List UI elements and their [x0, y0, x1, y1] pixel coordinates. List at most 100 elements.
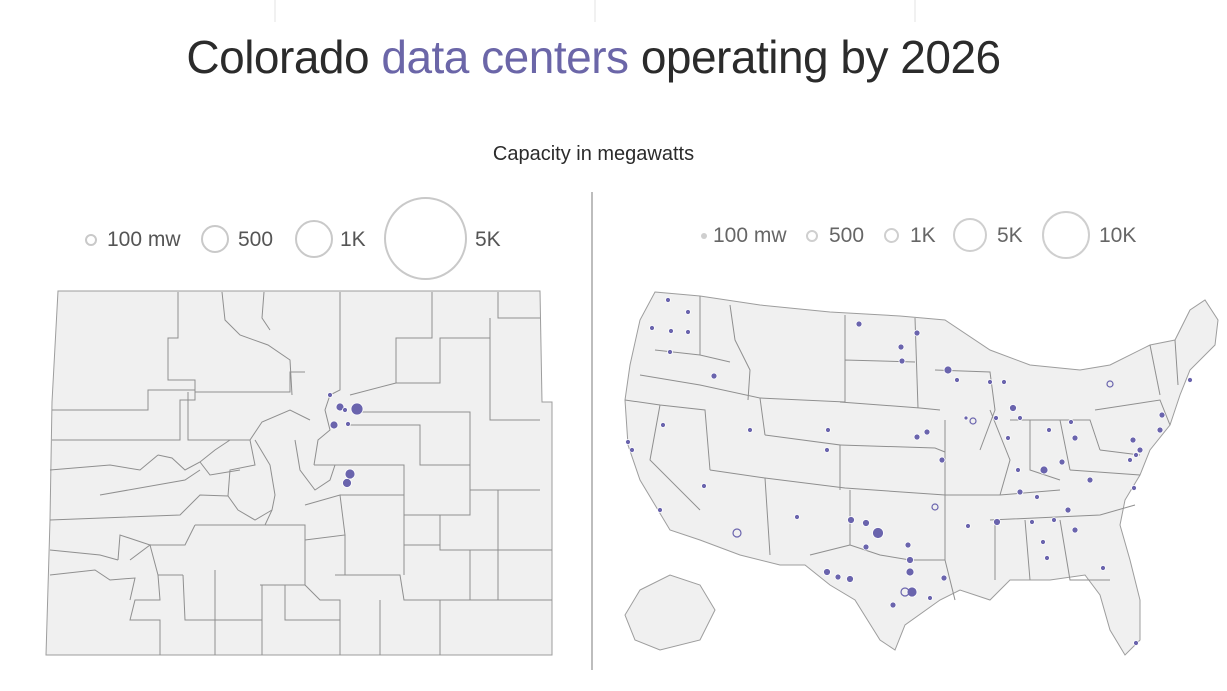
us-dc-marker-4[interactable] — [668, 328, 674, 334]
us-dc-ring-1[interactable] — [969, 417, 977, 425]
us-dc-marker-33[interactable] — [1039, 465, 1049, 475]
co-dc-marker-5[interactable] — [327, 392, 333, 398]
panel-divider — [591, 192, 593, 670]
us-dc-marker-2[interactable] — [685, 309, 691, 315]
us-dc-marker-45[interactable] — [993, 518, 1001, 526]
us-dc-marker-30[interactable] — [1136, 446, 1144, 454]
us-dc-marker-35[interactable] — [1015, 467, 1021, 473]
us-dc-marker-31[interactable] — [1127, 457, 1133, 463]
us-dc-marker-34[interactable] — [1058, 458, 1066, 466]
legend-label-1kmw: 1K — [340, 228, 366, 251]
us-dc-marker-43[interactable] — [1071, 526, 1079, 534]
us-dc-marker-6[interactable] — [667, 349, 673, 355]
legend-label-5kmw-us: 5K — [997, 224, 1023, 247]
us-dc-marker-22[interactable] — [923, 428, 931, 436]
us-dc-marker-48[interactable] — [1044, 555, 1050, 561]
us-dc-ring-3[interactable] — [931, 503, 939, 511]
us-dc-marker-21[interactable] — [1046, 427, 1052, 433]
legend-circle-5kmw-us — [953, 218, 987, 252]
us-dc-marker-62[interactable] — [904, 541, 912, 549]
us-dc-marker-29[interactable] — [1187, 377, 1193, 383]
us-dc-marker-72[interactable] — [1100, 565, 1106, 571]
us-dc-marker-47[interactable] — [1040, 539, 1046, 545]
us-dc-marker-1[interactable] — [665, 297, 671, 303]
us-dc-marker-61[interactable] — [862, 543, 870, 551]
us-dc-marker-59[interactable] — [862, 519, 870, 527]
us-dc-marker-39[interactable] — [1016, 488, 1024, 496]
us-dc-marker-3[interactable] — [649, 325, 655, 331]
us-dc-marker-73[interactable] — [1133, 640, 1139, 646]
us-dc-marker-18[interactable] — [993, 415, 999, 421]
co-dc-marker-7[interactable] — [344, 468, 356, 480]
co-dc-marker-3[interactable] — [329, 420, 339, 430]
us-dc-marker-11[interactable] — [898, 357, 906, 365]
us-dc-marker-10[interactable] — [897, 343, 905, 351]
us-dc-marker-55[interactable] — [701, 483, 707, 489]
us-dc-marker-60[interactable] — [872, 527, 884, 539]
co-dc-marker-8[interactable] — [342, 478, 352, 488]
us-dc-marker-23[interactable] — [913, 433, 921, 441]
legend-label-500mw-us: 500 — [829, 224, 865, 247]
us-dc-marker-41[interactable] — [1064, 506, 1072, 514]
us-dc-marker-50[interactable] — [824, 447, 830, 453]
us-dc-marker-68[interactable] — [846, 575, 854, 583]
us-dc-marker-70[interactable] — [927, 595, 933, 601]
us-dc-marker-44[interactable] — [1029, 519, 1035, 525]
us-dc-marker-42[interactable] — [1051, 517, 1057, 523]
us-dc-marker-24[interactable] — [1005, 435, 1011, 441]
us-dc-marker-49[interactable] — [825, 427, 831, 433]
us-dc-marker-36[interactable] — [1086, 476, 1094, 484]
us-dc-marker-38[interactable] — [938, 456, 946, 464]
title-highlight: data centers — [381, 31, 629, 83]
us-dc-marker-58[interactable] — [847, 516, 855, 524]
us-dc-marker-32[interactable] — [1133, 452, 1139, 458]
us-dc-marker-19[interactable] — [963, 415, 969, 421]
alaska-outline — [624, 574, 716, 651]
us-dc-marker-57[interactable] — [794, 514, 800, 520]
us-dc-marker-15[interactable] — [1001, 379, 1007, 385]
us-dc-marker-40[interactable] — [1034, 494, 1040, 500]
us-state-map — [624, 291, 1219, 656]
us-dc-marker-69[interactable] — [940, 574, 948, 582]
legend-label-5kmw: 5K — [475, 228, 501, 251]
us-dc-marker-71[interactable] — [889, 601, 897, 609]
us-dc-marker-8[interactable] — [855, 320, 863, 328]
us-dc-marker-64[interactable] — [905, 567, 915, 577]
us-dc-marker-66[interactable] — [823, 568, 831, 576]
us-dc-marker-52[interactable] — [660, 422, 666, 428]
us-dc-marker-12[interactable] — [943, 365, 953, 375]
us-dc-marker-17[interactable] — [1017, 415, 1023, 421]
us-dc-ring-2[interactable] — [1106, 380, 1114, 388]
colorado-state-outline — [45, 290, 553, 656]
co-dc-marker-1[interactable] — [350, 402, 364, 416]
us-dc-marker-5[interactable] — [685, 329, 691, 335]
us-dc-marker-27[interactable] — [1156, 426, 1164, 434]
us-dc-marker-7[interactable] — [710, 372, 718, 380]
us-dc-marker-9[interactable] — [913, 329, 921, 337]
us-dc-marker-25[interactable] — [1071, 434, 1079, 442]
us-state-lines — [624, 296, 1179, 601]
us-dc-marker-46[interactable] — [965, 523, 971, 529]
us-dc-marker-13[interactable] — [954, 377, 960, 383]
us-dc-marker-51[interactable] — [747, 427, 753, 433]
us-dc-marker-16[interactable] — [1009, 404, 1017, 412]
us-dc-ring-4[interactable] — [732, 528, 742, 538]
us-dc-marker-37[interactable] — [1131, 485, 1137, 491]
us-dc-marker-56[interactable] — [657, 507, 663, 513]
co-dc-marker-6[interactable] — [342, 407, 348, 413]
legend-label-1kmw-us: 1K — [910, 224, 936, 247]
us-dc-marker-26[interactable] — [1129, 436, 1137, 444]
us-dc-marker-20[interactable] — [1068, 419, 1074, 425]
title-prefix: Colorado — [186, 31, 370, 83]
us-dc-marker-54[interactable] — [629, 447, 635, 453]
us-dc-marker-14[interactable] — [987, 379, 993, 385]
us-dc-marker-63[interactable] — [906, 556, 914, 564]
us-dc-marker-65[interactable] — [906, 586, 918, 598]
us-dc-marker-67[interactable] — [834, 573, 842, 581]
us-dc-ring-5[interactable] — [900, 587, 910, 597]
co-dc-marker-4[interactable] — [345, 421, 351, 427]
us-dc-marker-53[interactable] — [625, 439, 631, 445]
legend-label-500mw: 500 — [238, 228, 274, 251]
us-dc-marker-28[interactable] — [1158, 411, 1166, 419]
co-dc-marker-2[interactable] — [335, 402, 345, 412]
